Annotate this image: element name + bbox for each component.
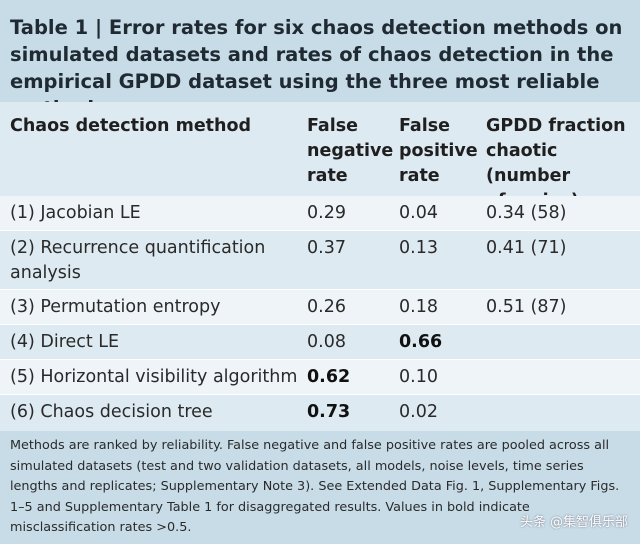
row-gpdd: 0.41 (71) [486, 238, 567, 258]
row-gpdd: 0.51 (87) [486, 297, 567, 317]
row-fnr: 0.08 [307, 332, 346, 352]
row-method: (3) Permutation entropy [10, 297, 221, 317]
row-divider [0, 230, 640, 231]
table-row: (3) Permutation entropy 0.26 0.18 0.51 (… [0, 290, 640, 324]
row-fpr: 0.10 [399, 367, 438, 387]
row-method: (5) Horizontal visibility algorithm [10, 367, 298, 387]
row-fpr: 0.04 [399, 203, 438, 223]
header-method: Chaos detection method [10, 116, 252, 136]
row-method: (6) Chaos decision tree [10, 402, 213, 422]
row-fnr: 0.29 [307, 203, 346, 223]
row-fnr: 0.73 [307, 402, 351, 422]
row-divider [0, 359, 640, 360]
row-divider [0, 324, 640, 325]
row-fpr: 0.02 [399, 402, 438, 422]
row-fpr: 0.66 [399, 332, 443, 352]
header-false-negative: False negative rate [307, 116, 394, 186]
table-row: (5) Horizontal visibility algorithm 0.62… [0, 360, 640, 394]
row-method: (4) Direct LE [10, 332, 120, 352]
header-false-positive: False positive rate [399, 116, 478, 186]
watermark: 头条 @集智俱乐部 [519, 515, 628, 530]
table-footnote: Methods are ranked by reliability. False… [0, 431, 640, 544]
row-fpr: 0.18 [399, 297, 438, 317]
row-method: (2) Recurrence quantification analysis [10, 238, 266, 283]
table-row: (6) Chaos decision tree 0.73 0.02 [0, 395, 640, 431]
table-row: (2) Recurrence quantification analysis 0… [0, 231, 640, 289]
table-header: Chaos detection method False negative ra… [0, 102, 640, 211]
row-fnr: 0.62 [307, 367, 351, 387]
row-gpdd: 0.34 (58) [486, 203, 567, 223]
row-method: (1) Jacobian LE [10, 203, 141, 223]
row-fnr: 0.26 [307, 297, 346, 317]
table-row: (4) Direct LE 0.08 0.66 [0, 325, 640, 359]
row-divider [0, 289, 640, 290]
row-fpr: 0.13 [399, 238, 438, 258]
table-label: Table 1 | [10, 16, 103, 39]
table-row: (1) Jacobian LE 0.29 0.04 0.34 (58) [0, 196, 640, 230]
row-fnr: 0.37 [307, 238, 346, 258]
table-title: Table 1 | Error rates for six chaos dete… [0, 0, 640, 120]
row-divider [0, 394, 640, 395]
